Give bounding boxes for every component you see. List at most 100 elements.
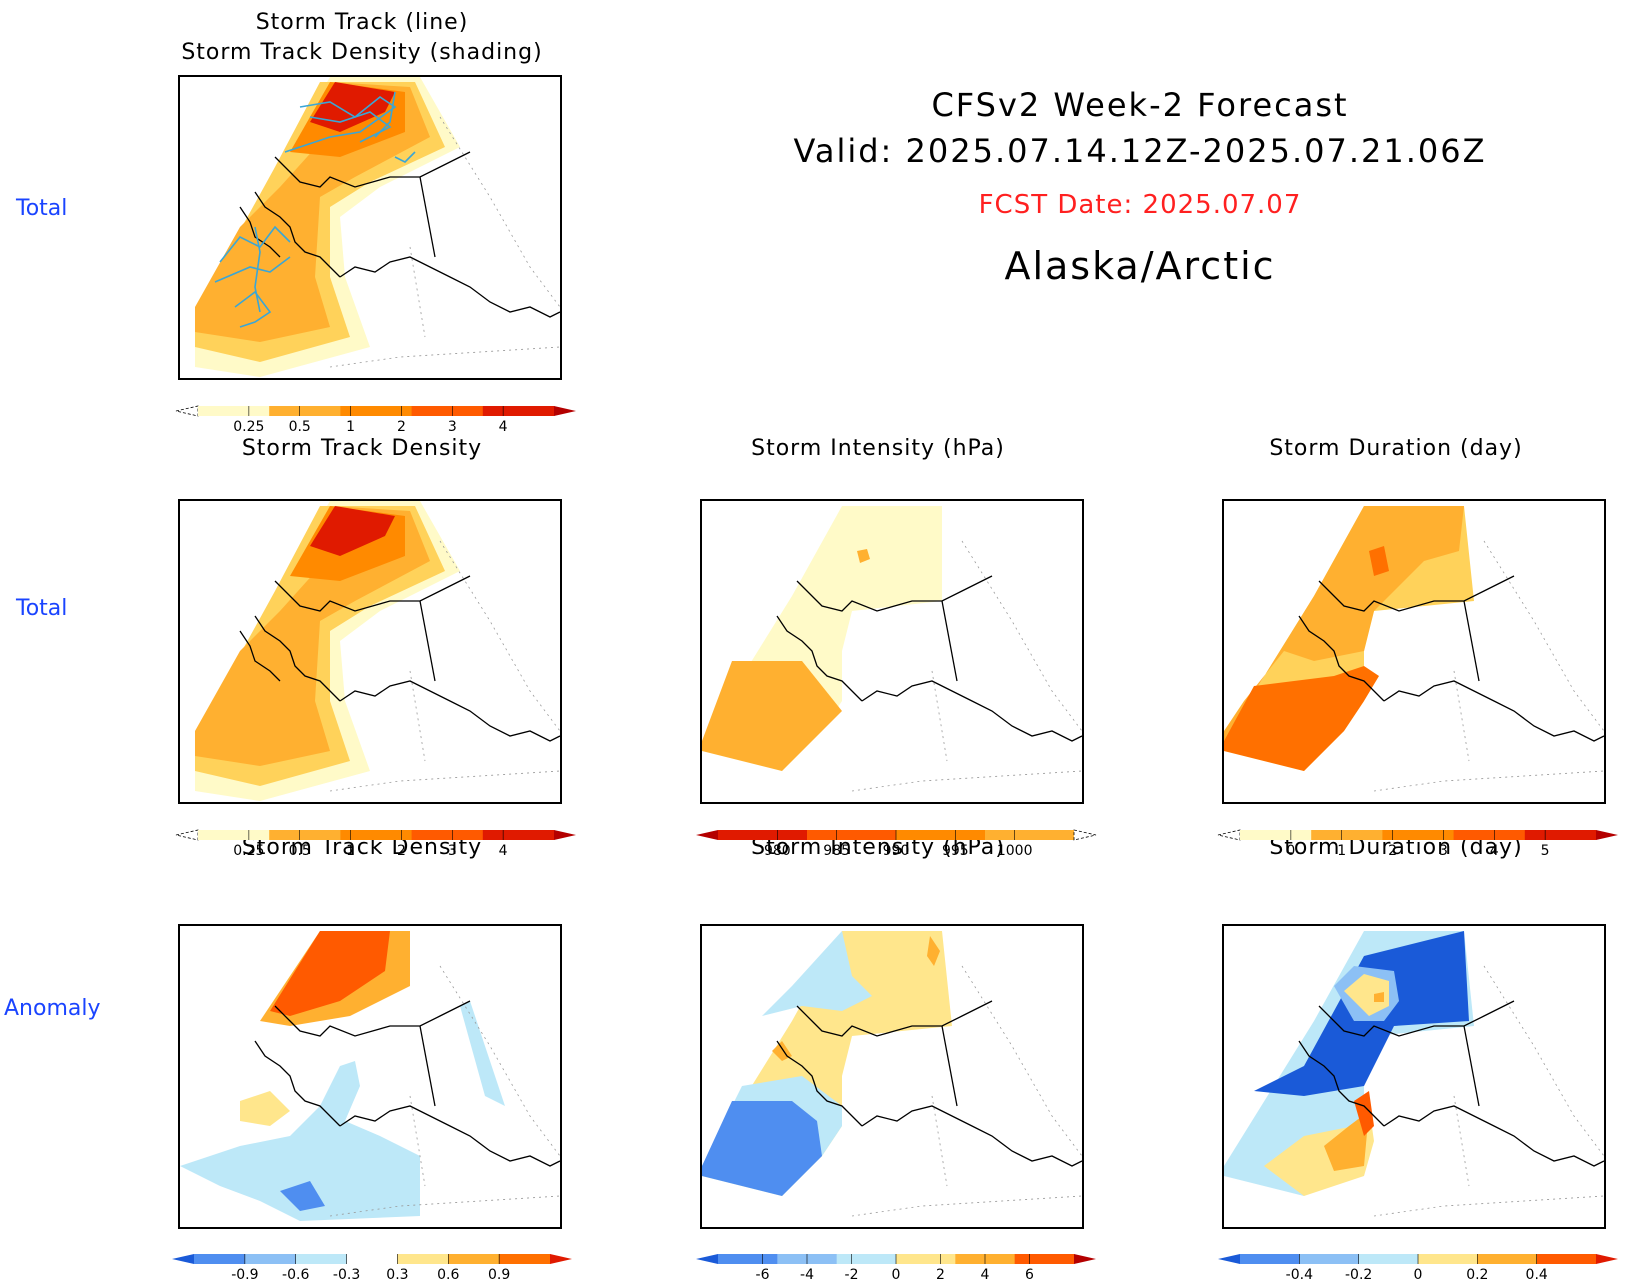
colorbar-left-end	[1218, 1254, 1240, 1264]
colorbar-segment	[198, 830, 270, 840]
shade-neg-03-east	[460, 1001, 505, 1106]
shade-lev3	[195, 506, 430, 766]
colorbar-tick-label: 995	[942, 843, 969, 859]
lat-lon-grid	[329, 116, 560, 368]
colorbar-left-end	[696, 830, 718, 840]
colorbar-tick-label: 3	[1439, 843, 1448, 859]
shade-995-spot	[857, 549, 870, 563]
colorbar-segment	[411, 406, 484, 416]
coastline	[776, 1000, 1082, 1167]
colorbar-svg: -0.9 -0.6 -0.3 0.3 0.6 0.9	[172, 1254, 572, 1283]
colorbar-duration-anomaly: -0.4 -0.2 0 0.2 0.4	[1218, 1248, 1618, 1286]
colorbar-tick-label: 4	[499, 419, 508, 435]
colorbar-tick-label: -6	[756, 1267, 770, 1283]
colorbar-segment	[718, 1254, 778, 1264]
colorbar-segment	[295, 1254, 348, 1264]
colorbar-tick-label: 990	[883, 843, 910, 859]
colorbar-tick-label: -0.9	[231, 1267, 258, 1283]
colorbar-segment	[482, 406, 555, 416]
colorbar-segment	[1311, 830, 1383, 840]
colorbar-tick-label: 3	[448, 419, 457, 435]
colorbar-segment	[499, 1254, 551, 1264]
shade-pos-04-spot	[1374, 992, 1384, 1002]
colorbar-tick-label: 0	[892, 1267, 901, 1283]
coastline	[1298, 575, 1604, 742]
colorbar-segment	[269, 830, 341, 840]
colorbar-segment	[397, 1254, 449, 1264]
colorbar-tick-label: -2	[845, 1267, 859, 1283]
shade-pos-03	[1324, 1111, 1369, 1171]
colorbar-tick-label: 3	[448, 843, 457, 859]
colorbar-segment	[269, 406, 341, 416]
map-density-total	[178, 499, 562, 804]
shade-lev3	[195, 82, 430, 342]
shade-pos-05	[1354, 1091, 1374, 1136]
colorbar-tick-label: 4	[1490, 843, 1499, 859]
colorbar-right-end	[1074, 1254, 1096, 1264]
colorbar-segment	[448, 1254, 500, 1264]
colorbar-left-end	[175, 405, 199, 417]
colorbar-tick-label: 1	[1337, 843, 1346, 859]
colorbar-density: 0.25 0.5 1 2 3 4	[175, 824, 576, 862]
colorbar-svg: 0.25 0.5 1 2 3 4	[175, 405, 576, 435]
colorbar-right-end	[1073, 829, 1097, 841]
shade-spot	[1369, 546, 1389, 576]
colorbar-tick-label: -0.6	[282, 1267, 309, 1283]
colorbar-tick-label: 6	[1025, 1267, 1034, 1283]
coastline	[254, 1000, 560, 1167]
panel4-title: Storm Duration (day)	[1269, 436, 1523, 461]
map-canvas	[180, 931, 560, 1221]
colorbar-tick-label: 4	[981, 1267, 990, 1283]
shade-995	[702, 661, 842, 771]
colorbar-segment	[1299, 1254, 1360, 1264]
colorbar-segment	[985, 830, 1075, 840]
colorbar-tick-label: -0.4	[1286, 1267, 1313, 1283]
coastline	[239, 151, 560, 318]
colorbar-segment	[411, 830, 484, 840]
colorbar-tick-label: 1	[346, 843, 355, 859]
colorbar-tick-label: 0.5	[289, 843, 311, 859]
lat-lon-grid	[329, 540, 560, 792]
region-title: Alaska/Arctic	[1004, 244, 1276, 288]
colorbar-segment	[244, 1254, 297, 1264]
colorbar-tick-label: 0.25	[233, 843, 264, 859]
shade-pos-4-north	[927, 936, 940, 966]
colorbar-segment	[1240, 830, 1312, 840]
colorbar-tick-label: 0.9	[488, 1267, 510, 1283]
coastline	[239, 575, 560, 742]
main-title: CFSv2 Week-2 Forecast	[931, 86, 1349, 124]
colorbar-duration: 0 1 2 3 4 5	[1217, 824, 1618, 862]
colorbar-segment	[1358, 1254, 1419, 1264]
colorbar-segment	[194, 1254, 246, 1264]
colorbar-tick-label: 0.3	[386, 1267, 408, 1283]
colorbar-segment	[1014, 1254, 1075, 1264]
colorbar-tick-label: 2	[936, 1267, 945, 1283]
map-canvas	[195, 501, 560, 801]
map-duration-anomaly	[1222, 924, 1606, 1229]
panel3-title: Storm Intensity (hPa)	[751, 436, 1005, 461]
shade-3	[1224, 506, 1464, 741]
colorbar-tick-label: 0	[1286, 843, 1295, 859]
colorbar-segment	[482, 830, 555, 840]
colorbar-segment	[340, 830, 413, 840]
map-duration-total	[1222, 499, 1606, 804]
colorbar-segment	[1536, 1254, 1597, 1264]
colorbar-intensity: 980 985 990 995 1000	[696, 824, 1097, 862]
colorbar-left-end	[696, 1254, 718, 1264]
lat-lon-grid	[851, 540, 1082, 792]
valid-period: Valid: 2025.07.14.12Z-2025.07.21.06Z	[793, 132, 1487, 170]
shade-neg-06	[280, 1181, 325, 1211]
colorbar-tick-label: 985	[823, 843, 850, 859]
colorbar-tick-label: 4	[499, 843, 508, 859]
colorbar-tick-label: 0.4	[1526, 1267, 1548, 1283]
colorbar-segment	[1524, 830, 1597, 840]
map-storm-track-total	[178, 75, 562, 380]
colorbar-tick-label: 0.2	[1466, 1267, 1488, 1283]
shade-lev5	[310, 506, 395, 556]
map-intensity-anomaly	[700, 924, 1084, 1229]
colorbar-segment	[1240, 1254, 1300, 1264]
panel1-title-line1: Storm Track (line)	[255, 10, 469, 35]
colorbar-segment	[836, 1254, 897, 1264]
colorbar-tick-label: 1	[346, 419, 355, 435]
colorbar-tick-label: 2	[1388, 843, 1397, 859]
